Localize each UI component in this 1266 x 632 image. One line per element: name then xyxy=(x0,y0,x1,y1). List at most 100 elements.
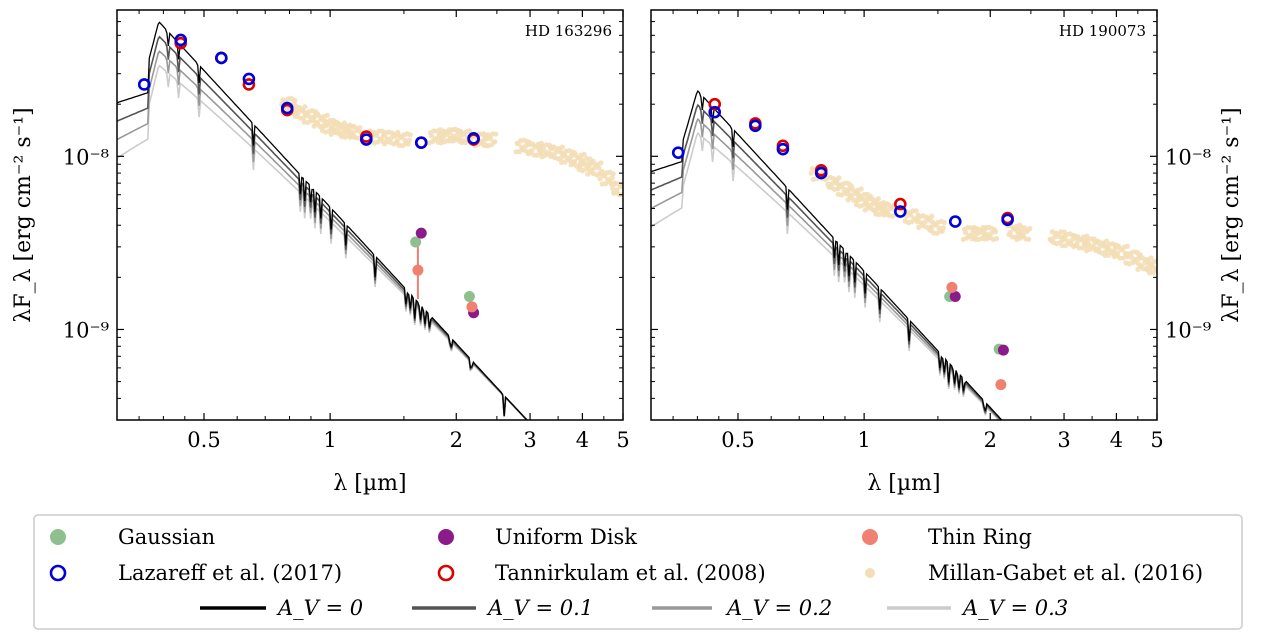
legend: Gaussian Uniform Disk Thin Ring Lazareff et… xyxy=(33,514,1243,630)
panel-hd163296: 0.5 1 2 3 4 5 10⁻⁸ 10⁻⁹ HD 163296 λ [µm] λF_λ [… xyxy=(11,9,630,496)
legend-label: A_V = 0.3 xyxy=(961,596,1068,620)
lazareff-point xyxy=(414,136,428,149)
millan-gabet-point xyxy=(598,160,604,166)
lazareff-point xyxy=(137,78,151,91)
millan-gabet-point xyxy=(388,135,394,141)
millan-gabet-point xyxy=(1084,233,1090,239)
lazareff-point xyxy=(280,101,294,115)
millan-gabet-point xyxy=(1114,250,1121,256)
millan-gabet-point xyxy=(406,137,412,143)
uniform-disk-point xyxy=(415,227,427,239)
lazareff-point xyxy=(360,133,373,146)
thin-ring-point xyxy=(995,379,1007,391)
millan-gabet-point xyxy=(854,197,861,203)
panel-label: HD 163296 xyxy=(525,22,612,40)
millan-gabet-point xyxy=(1016,230,1022,236)
model-sed-curves xyxy=(117,21,529,420)
plot-frame xyxy=(116,9,624,421)
legend-box xyxy=(33,514,1243,630)
millan-gabet-point xyxy=(941,219,947,226)
millan-gabet-point xyxy=(928,226,934,232)
millan-gabet-point xyxy=(623,190,628,195)
millan-gabet-point xyxy=(320,123,327,129)
legend-marker xyxy=(438,529,454,545)
panel-hd190073: 0.5 1 2 3 4 5 10⁻⁸ 10⁻⁹ HD 190073 λ [µm] λF_λ [… xyxy=(650,9,1244,496)
millan-gabet-point xyxy=(880,206,886,212)
millan-gabet-point xyxy=(325,122,331,128)
millan-gabet-point xyxy=(913,208,919,214)
model-curve-av03 xyxy=(117,64,529,420)
millan-gabet-point xyxy=(844,191,850,197)
x-tick-label: 5 xyxy=(616,428,629,452)
legend-marker xyxy=(865,568,875,578)
data-points xyxy=(671,97,1014,391)
lazareff-point xyxy=(1001,213,1014,227)
uniform-disk-point xyxy=(949,291,961,303)
millan-gabet-point xyxy=(929,213,935,219)
millan-gabet-point xyxy=(614,187,620,193)
millan-gabet-point xyxy=(1026,236,1032,242)
x-tick-label: 4 xyxy=(576,428,589,452)
lazareff-point xyxy=(776,142,790,156)
model-curve-av0 xyxy=(117,21,528,420)
legend-label: A_V = 0.2 xyxy=(725,596,832,620)
x-tick-label: 2 xyxy=(450,428,463,452)
y-axis-label: λF_λ [erg cm⁻² s⁻¹] xyxy=(1219,107,1244,322)
millan-gabet-point xyxy=(571,158,578,165)
millan-gabet-point xyxy=(609,175,615,181)
x-tick-label: 0.5 xyxy=(721,428,754,452)
y-tick-label: 10⁻⁸ xyxy=(63,145,109,169)
millan-gabet-point xyxy=(493,131,499,137)
millan-gabet-point xyxy=(858,186,864,192)
millan-gabet-point xyxy=(337,130,343,136)
x-tick-label: 3 xyxy=(523,428,536,452)
millan-gabet-point xyxy=(1007,229,1013,236)
gaussian-point xyxy=(463,291,475,303)
model-curve-av02 xyxy=(117,50,529,420)
lazareff-point xyxy=(242,72,256,86)
millan-gabet-point xyxy=(310,117,316,123)
lazareff-point xyxy=(749,119,762,133)
millan-gabet-point xyxy=(324,112,330,118)
model-sed-curves xyxy=(651,89,1003,420)
millan-gabet-point xyxy=(836,175,842,181)
millan-gabet-point xyxy=(302,104,308,110)
legend-label: Millan-Gabet et al. (2016) xyxy=(928,561,1203,585)
millan-gabet-point xyxy=(394,138,400,144)
lazareff-point xyxy=(215,51,228,65)
legend-marker xyxy=(437,564,455,582)
millan-gabet-point xyxy=(993,229,999,235)
millan-gabet-point xyxy=(922,219,928,225)
legend-marker xyxy=(49,564,67,582)
legend-label: A_V = 0 xyxy=(276,596,363,620)
lazareff-point xyxy=(708,105,722,119)
legend-label: A_V = 0.1 xyxy=(486,596,593,620)
legend-marker xyxy=(50,529,66,545)
tannirkulam-point xyxy=(242,78,256,91)
legend-label: Lazareff et al. (2017) xyxy=(118,561,342,585)
model-curve-av02 xyxy=(651,117,1001,420)
millan-gabet-point xyxy=(292,97,298,104)
millan-gabet-point xyxy=(988,230,994,236)
x-tick-label: 2 xyxy=(984,428,997,452)
legend-label: Thin Ring xyxy=(928,525,1032,549)
legend-marker xyxy=(862,529,878,545)
axis-ticks: 0.5 1 2 3 4 5 10⁻⁸ 10⁻⁹ xyxy=(63,9,630,452)
millan-gabet-point xyxy=(829,180,835,187)
lazareff-point xyxy=(894,205,907,218)
millan-gabet-point xyxy=(581,151,587,158)
millan-gabet-point xyxy=(1020,232,1027,238)
gaussian-point xyxy=(410,236,422,248)
millan-gabet-point xyxy=(346,128,352,134)
x-tick-label: 3 xyxy=(1057,428,1070,452)
millan-gabet-point xyxy=(357,124,363,131)
model-curve-av01 xyxy=(651,103,1002,420)
millan-gabet-point xyxy=(596,165,602,171)
millan-gabet-point xyxy=(962,229,969,236)
millan-gabet-point xyxy=(1124,243,1130,249)
data-points xyxy=(137,33,480,319)
tannirkulam-point xyxy=(708,97,722,111)
millan-gabet-point xyxy=(295,109,301,116)
millan-gabet-point xyxy=(610,171,616,177)
millan-gabet-point xyxy=(994,236,1000,242)
